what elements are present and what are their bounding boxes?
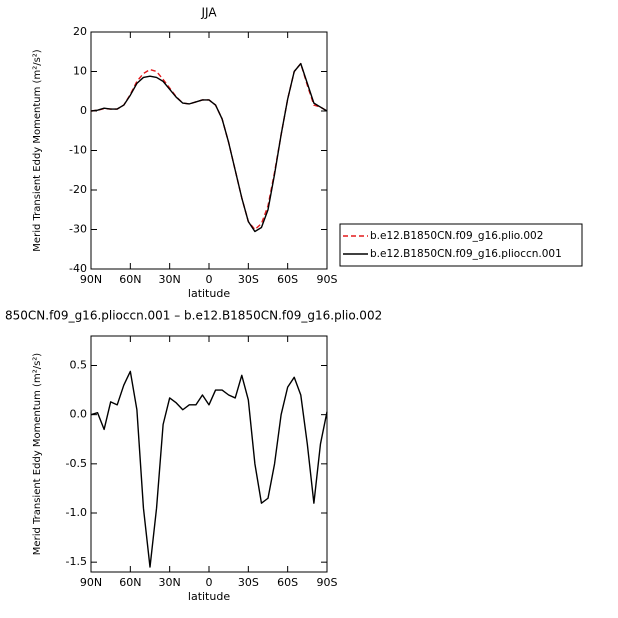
- x-tick-label: 0: [206, 576, 213, 589]
- y-tick-label: -1.0: [66, 506, 87, 519]
- y-axis-label: Merid Transient Eddy Momentum (m²/s²): [32, 353, 43, 555]
- chart-title: JJA: [200, 6, 217, 20]
- y-tick-label: -10: [69, 144, 87, 157]
- x-tick-label: 30S: [238, 273, 259, 286]
- y-tick-label: -1.5: [66, 555, 87, 568]
- x-tick-label: 90N: [80, 273, 102, 286]
- x-tick-label: 30N: [159, 273, 181, 286]
- x-tick-label: 90S: [317, 576, 338, 589]
- plot-frame: [90, 335, 328, 573]
- x-tick-label: 30S: [238, 576, 259, 589]
- y-tick-label: -30: [69, 223, 87, 236]
- legend-box: [339, 223, 583, 267]
- x-tick-label: 60N: [119, 576, 141, 589]
- chart-title: 850CN.f09_g16.plioccn.001 – b.e12.B1850C…: [5, 309, 382, 323]
- y-tick-label: -20: [69, 183, 87, 196]
- x-tick-label: 90N: [80, 576, 102, 589]
- plot-frame: [90, 31, 328, 270]
- y-tick-label: 0.0: [70, 408, 88, 421]
- x-tick-label: 90S: [317, 273, 338, 286]
- legend-label: b.e12.B1850CN.f09_g16.plio.002: [370, 230, 543, 242]
- x-axis-label: latitude: [188, 590, 230, 603]
- series-line: [90, 370, 328, 568]
- y-tick-label: -0.5: [66, 457, 87, 470]
- x-tick-label: 60S: [277, 576, 298, 589]
- x-tick-label: 60S: [277, 273, 298, 286]
- legend-label: b.e12.B1850CN.f09_g16.plioccn.001: [370, 248, 562, 260]
- y-tick-label: 20: [73, 25, 87, 38]
- x-tick-label: 60N: [119, 273, 141, 286]
- series-line: [90, 62, 328, 233]
- x-axis-label: latitude: [188, 287, 230, 300]
- series-line: [90, 62, 328, 231]
- y-tick-label: 0.5: [70, 359, 88, 372]
- y-axis-label: Merid Transient Eddy Momentum (m²/s²): [32, 49, 43, 251]
- y-tick-label: 0: [80, 104, 87, 117]
- y-tick-label: 10: [73, 65, 87, 78]
- x-tick-label: 0: [206, 273, 213, 286]
- x-tick-label: 30N: [159, 576, 181, 589]
- y-tick-label: -40: [69, 262, 87, 275]
